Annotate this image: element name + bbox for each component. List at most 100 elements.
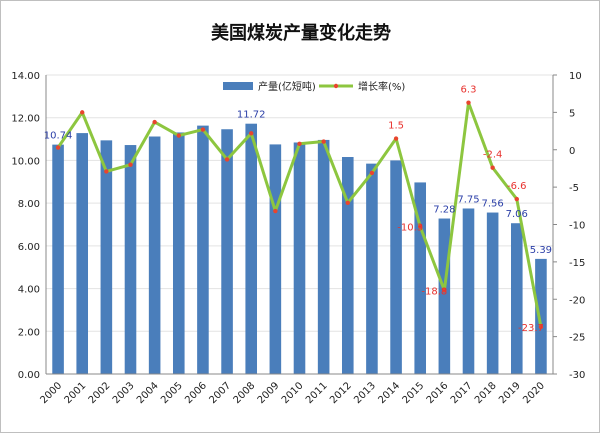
x-tick-label: 2016 (425, 380, 451, 406)
line-point (152, 119, 157, 125)
x-tick-label: 2014 (376, 380, 402, 406)
x-tick-label: 2003 (111, 380, 137, 406)
line-point (273, 208, 278, 214)
line-point (297, 141, 302, 146)
x-tick-label: 2017 (449, 380, 475, 406)
line-point (104, 169, 109, 174)
x-tick-label: 2011 (304, 380, 330, 406)
y-left-tick-label: 0.00 (18, 370, 40, 381)
bar (221, 129, 233, 374)
y-right-tick-label: -5 (569, 183, 579, 194)
x-tick-label: 2009 (256, 380, 282, 406)
line-point (490, 165, 495, 170)
bar (52, 144, 64, 374)
line-point (393, 136, 399, 141)
y-left-tick-label: 2.00 (18, 327, 40, 338)
y-right-tick-label: -10 (569, 221, 585, 232)
x-tick-label: 2008 (232, 380, 258, 406)
bar (438, 218, 451, 374)
y-right-tick-label: -30 (569, 370, 585, 381)
line-point (55, 145, 61, 150)
bar-data-label: 11.72 (237, 110, 266, 121)
y-left-tick-label: 8.00 (18, 199, 40, 210)
line-data-label: -6.6 (507, 181, 527, 192)
bar (293, 142, 306, 374)
x-tick-label: 2006 (183, 380, 209, 406)
x-tick-label: 2010 (280, 380, 306, 406)
bar (341, 157, 354, 374)
line-data-label: 6.3 (461, 85, 477, 96)
bar (510, 223, 523, 374)
legend: 产量(亿短吨) 增长率(%) (223, 80, 405, 93)
y-right-tick-label: 10 (569, 71, 582, 82)
bar-data-label: 5.39 (530, 245, 552, 256)
legend-line-marker (333, 83, 339, 89)
bar (100, 140, 113, 374)
bar (486, 212, 499, 374)
bar (76, 133, 89, 374)
x-tick-label: 2005 (159, 380, 185, 406)
line-point (224, 157, 230, 162)
y-right-tick-label: -20 (569, 295, 585, 306)
bar (197, 125, 209, 375)
x-tick-label: 2000 (38, 380, 64, 406)
data-labels: 10.74 11.72 1.5 -10.3 7.28 -18.8 7.75 6.3 7.56 -2… (44, 85, 552, 334)
bar-data-label: 10.74 (44, 131, 73, 142)
y-right-tick-label: 5 (569, 108, 575, 119)
line-point (466, 100, 471, 105)
line-point (321, 139, 326, 144)
bar-data-label: 7.56 (482, 199, 504, 210)
legend-bar-swatch (223, 82, 253, 90)
y-right-tick-label: 0 (569, 146, 575, 157)
x-tick-label: 2015 (401, 380, 427, 406)
line-point (442, 288, 447, 293)
line-point (538, 324, 544, 330)
x-tick-label: 2004 (135, 380, 161, 406)
y-right-tick-label: -25 (569, 333, 585, 344)
line-point (128, 162, 133, 167)
x-tick-label: 2018 (473, 380, 499, 406)
y-left-tick-label: 6.00 (18, 242, 40, 253)
x-tick-label: 2001 (63, 380, 89, 406)
chart-title: 美国煤炭产量变化走势 (211, 22, 391, 44)
bar (317, 139, 330, 374)
bar-series (52, 123, 547, 375)
line-series (55, 100, 544, 330)
line-point (200, 127, 206, 132)
x-tick-label: 2002 (87, 380, 113, 406)
bar (245, 123, 258, 375)
x-tick-label: 2007 (207, 380, 233, 406)
line-point (369, 170, 375, 176)
y-left-tick-label: 12.00 (11, 114, 40, 125)
line-data-label: -2.4 (483, 150, 503, 161)
bar (390, 160, 402, 374)
line-data-label: -18.8 (421, 286, 447, 297)
bar (414, 182, 427, 374)
y-left-tick-label: 14.00 (11, 71, 40, 82)
line-point (514, 196, 519, 202)
bar (148, 136, 161, 374)
bar-data-label: 7.28 (433, 205, 455, 216)
bar-data-label: 7.06 (506, 209, 528, 220)
bar (172, 132, 185, 374)
line-data-label: 1.5 (388, 121, 404, 132)
bar (366, 163, 378, 374)
y-left-tick-label: 4.00 (18, 285, 40, 296)
line-point (249, 131, 254, 136)
x-tick-label: 2019 (497, 380, 523, 406)
x-tick-label: 2013 (352, 380, 378, 406)
legend-line-label: 增长率(%) (358, 80, 405, 93)
y-right-tick-label: -15 (569, 258, 585, 269)
legend-bar-label: 产量(亿短吨) (258, 80, 316, 93)
x-tick-label: 2012 (328, 380, 354, 406)
line-data-label: -23.7 (518, 323, 544, 334)
line-point (418, 224, 423, 229)
bar (124, 145, 137, 374)
line-point (176, 133, 181, 138)
bar (535, 258, 547, 374)
bar (269, 144, 282, 374)
x-tick-label: 2020 (521, 380, 547, 406)
bar-data-label: 7.75 (457, 194, 479, 205)
